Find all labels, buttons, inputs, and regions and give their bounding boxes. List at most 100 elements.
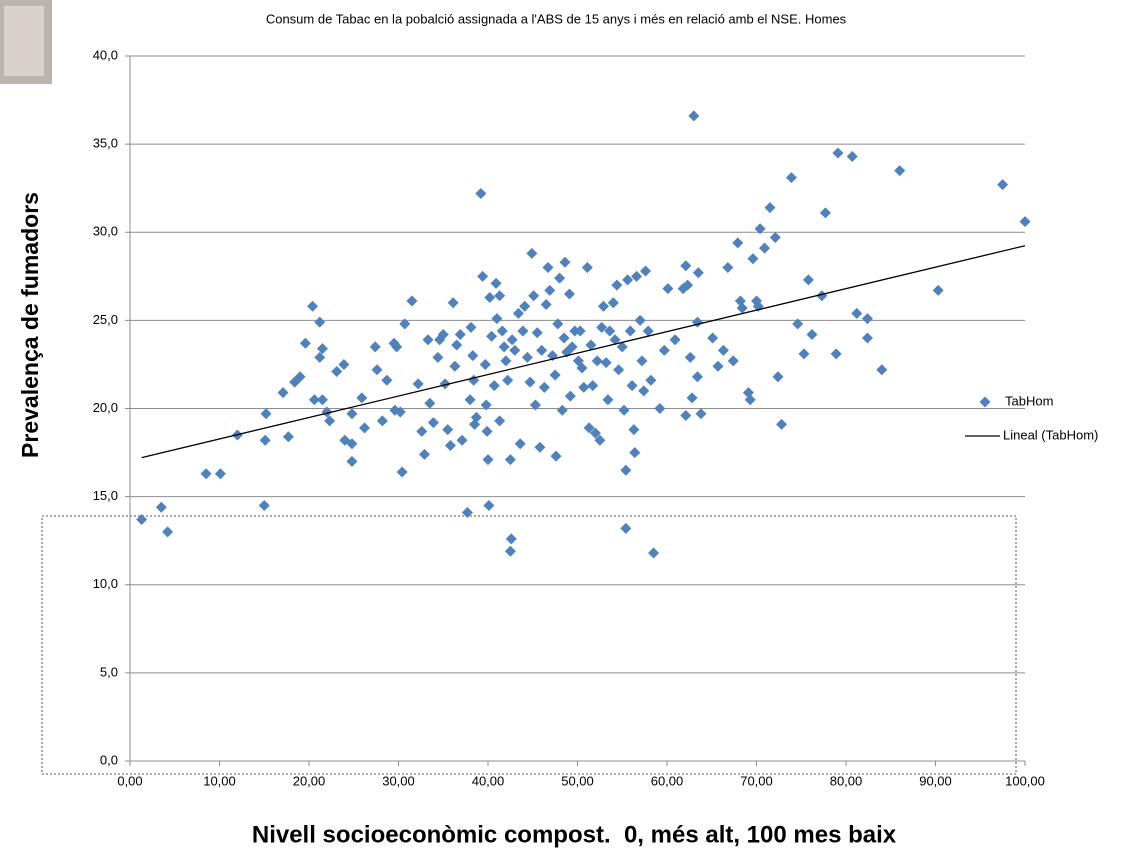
point [451, 340, 462, 351]
point [448, 297, 459, 308]
point [419, 449, 430, 460]
point [541, 299, 552, 310]
point [582, 262, 593, 273]
point [372, 364, 383, 375]
point [136, 514, 147, 525]
x-tick-label: 70,00 [740, 773, 773, 788]
point [933, 285, 944, 296]
point [491, 313, 502, 324]
point [423, 334, 434, 345]
point [620, 465, 631, 476]
legend-label: Lineal (TabHom) [1003, 427, 1098, 442]
x-tick-label: 50,00 [561, 773, 594, 788]
selection-box [42, 516, 1016, 774]
point [377, 415, 388, 426]
point [338, 359, 349, 370]
y-tick-label: 35,0 [93, 136, 118, 151]
point [457, 435, 468, 446]
point [314, 317, 325, 328]
point [513, 308, 524, 319]
point [707, 333, 718, 344]
y-tick-label: 5,0 [100, 664, 118, 679]
point [776, 419, 787, 430]
point [156, 502, 167, 513]
point [820, 207, 831, 218]
point [522, 352, 533, 363]
point [862, 313, 873, 324]
point [654, 403, 665, 414]
point [331, 366, 342, 377]
point [300, 338, 311, 349]
point [314, 352, 325, 363]
point [832, 147, 843, 158]
x-tick-label: 80,00 [830, 773, 863, 788]
point [494, 415, 505, 426]
page: Consum de Tabac en la pobalció assignada… [0, 0, 1148, 861]
point [648, 548, 659, 559]
point [602, 394, 613, 405]
point [627, 380, 638, 391]
point [747, 253, 758, 264]
point [564, 288, 575, 299]
point [494, 290, 505, 301]
point [997, 179, 1008, 190]
chart: Consum de Tabac en la pobalció assignada… [0, 0, 1148, 856]
point [592, 355, 603, 366]
y-tick-label: 20,0 [93, 400, 118, 415]
point [215, 468, 226, 479]
point [499, 341, 510, 352]
point [619, 405, 630, 416]
chart-title: Consum de Tabac en la pobalció assignada… [266, 11, 847, 26]
point [278, 387, 289, 398]
point [528, 290, 539, 301]
point [876, 364, 887, 375]
point [847, 151, 858, 162]
point [611, 280, 622, 291]
point [517, 325, 528, 336]
y-tick-label: 15,0 [93, 488, 118, 503]
point [486, 331, 497, 342]
point [662, 283, 673, 294]
point [465, 322, 476, 333]
point [565, 391, 576, 402]
point [718, 345, 729, 356]
point [432, 352, 443, 363]
point [688, 110, 699, 121]
legend-label: TabHom [1005, 393, 1053, 408]
point [483, 500, 494, 511]
point [759, 243, 770, 254]
point [806, 329, 817, 340]
point [416, 426, 427, 437]
trend-line [142, 246, 1025, 458]
point [497, 325, 508, 336]
point [732, 237, 743, 248]
point [442, 424, 453, 435]
point [798, 348, 809, 359]
y-axis-label: Prevalença de fumadors [17, 192, 43, 458]
point [455, 329, 466, 340]
point [772, 371, 783, 382]
point [550, 370, 561, 381]
point [532, 327, 543, 338]
point [491, 278, 502, 289]
point [483, 454, 494, 465]
point [534, 442, 545, 453]
point [475, 188, 486, 199]
point [628, 424, 639, 435]
point [803, 274, 814, 285]
point [659, 345, 670, 356]
point [536, 345, 547, 356]
point [680, 410, 691, 421]
point [620, 523, 631, 534]
point [608, 297, 619, 308]
x-tick-label: 10,00 [203, 773, 236, 788]
x-tick-label: 100,00 [1005, 773, 1045, 788]
point [346, 456, 357, 467]
y-tick-label: 0,0 [100, 752, 118, 767]
point [260, 435, 271, 446]
legend-marker [980, 397, 991, 408]
point [544, 285, 555, 296]
point [554, 273, 565, 284]
point [587, 380, 598, 391]
point [482, 426, 493, 437]
